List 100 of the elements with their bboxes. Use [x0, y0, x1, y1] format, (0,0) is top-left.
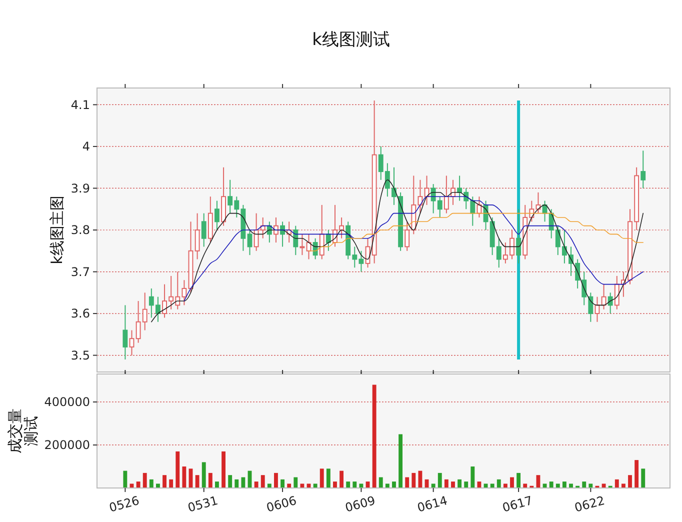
bar	[490, 484, 494, 488]
candlestick	[214, 200, 220, 230]
bar	[313, 484, 318, 488]
bar	[614, 479, 619, 488]
y-tick-label: 3.6	[70, 306, 90, 321]
bar	[444, 479, 448, 488]
candlestick	[247, 230, 252, 256]
bar	[280, 479, 285, 488]
candlestick	[312, 238, 318, 260]
bar	[556, 484, 560, 488]
bar	[464, 482, 468, 488]
bar	[123, 470, 128, 488]
bar	[169, 479, 174, 488]
bar	[267, 484, 272, 488]
bar	[621, 484, 626, 488]
y-tick-label: 3.5	[70, 348, 90, 362]
y-tick-label: 3.9	[70, 181, 90, 196]
x-tick-label: 0617	[500, 493, 534, 515]
bar	[562, 482, 566, 488]
bar	[405, 477, 410, 488]
bar	[641, 468, 646, 488]
bar	[241, 477, 246, 488]
bar	[378, 477, 383, 488]
bar	[287, 484, 292, 488]
candlestick	[293, 225, 298, 256]
bar	[412, 472, 416, 488]
candlestick	[129, 330, 134, 356]
bar	[372, 384, 376, 488]
bar	[588, 484, 593, 488]
bar	[458, 479, 462, 488]
y-tick-label: 200000	[44, 438, 90, 452]
y-axis-title: 成交量测试	[6, 408, 40, 454]
bar	[320, 468, 324, 488]
bar	[294, 477, 298, 488]
bar	[208, 472, 212, 488]
x-tick-label: 0606	[264, 493, 298, 515]
x-tick-label: 0609	[344, 493, 377, 515]
bar	[431, 484, 436, 488]
y-tick-label: 4.1	[70, 98, 90, 112]
bar	[418, 470, 422, 488]
x-tick-label: 0622	[573, 493, 606, 515]
bar	[228, 475, 232, 488]
chart-title: k线图测试	[312, 30, 390, 50]
x-tick-label: 0614	[416, 493, 449, 515]
bar	[156, 484, 160, 488]
candlestick	[326, 230, 331, 252]
bar	[503, 484, 508, 488]
bar	[634, 460, 639, 488]
bar	[516, 472, 521, 488]
bar	[222, 451, 226, 488]
y-axis-title: k线图主图	[48, 196, 66, 264]
candlestick	[300, 234, 305, 256]
bar	[202, 462, 206, 488]
y-tick-label: 3.7	[70, 264, 90, 279]
bar	[195, 475, 200, 488]
bar	[136, 482, 140, 488]
candlestick	[608, 292, 613, 314]
candlestick	[588, 292, 594, 322]
bar	[254, 482, 258, 488]
bar	[359, 484, 364, 488]
bar	[333, 482, 337, 488]
bar	[628, 475, 632, 488]
candlestick	[516, 208, 522, 264]
bar	[352, 482, 357, 488]
bar	[569, 484, 573, 488]
candlestick	[444, 175, 449, 214]
bar	[340, 470, 344, 488]
candlestick	[194, 212, 200, 260]
y-tick-label: 4	[82, 140, 90, 154]
bar	[438, 472, 442, 488]
bar	[510, 477, 514, 488]
candlestick	[601, 284, 606, 310]
bar	[182, 466, 186, 488]
bar	[523, 484, 528, 488]
bar	[215, 482, 219, 488]
bar	[549, 482, 554, 488]
x-tick-label: 0531	[186, 493, 220, 515]
candlestick	[201, 212, 206, 248]
bar	[470, 466, 475, 488]
y-tick-label: 3.8	[70, 223, 90, 238]
bar	[385, 484, 390, 488]
bar	[326, 468, 330, 488]
bar	[398, 434, 403, 488]
candlestick	[640, 150, 646, 189]
bar	[149, 479, 154, 488]
bar	[260, 475, 265, 488]
bar	[496, 479, 501, 488]
bar	[274, 472, 278, 488]
bar	[234, 479, 239, 488]
bar	[176, 451, 180, 488]
bar	[451, 482, 455, 488]
bar	[602, 484, 606, 488]
bar	[142, 472, 147, 488]
x-tick-label: 0526	[108, 493, 141, 515]
bar	[582, 482, 586, 488]
bar	[300, 484, 304, 488]
candlestick	[122, 304, 128, 360]
bar	[392, 482, 396, 488]
bar	[346, 482, 350, 488]
candlestick	[319, 204, 324, 260]
